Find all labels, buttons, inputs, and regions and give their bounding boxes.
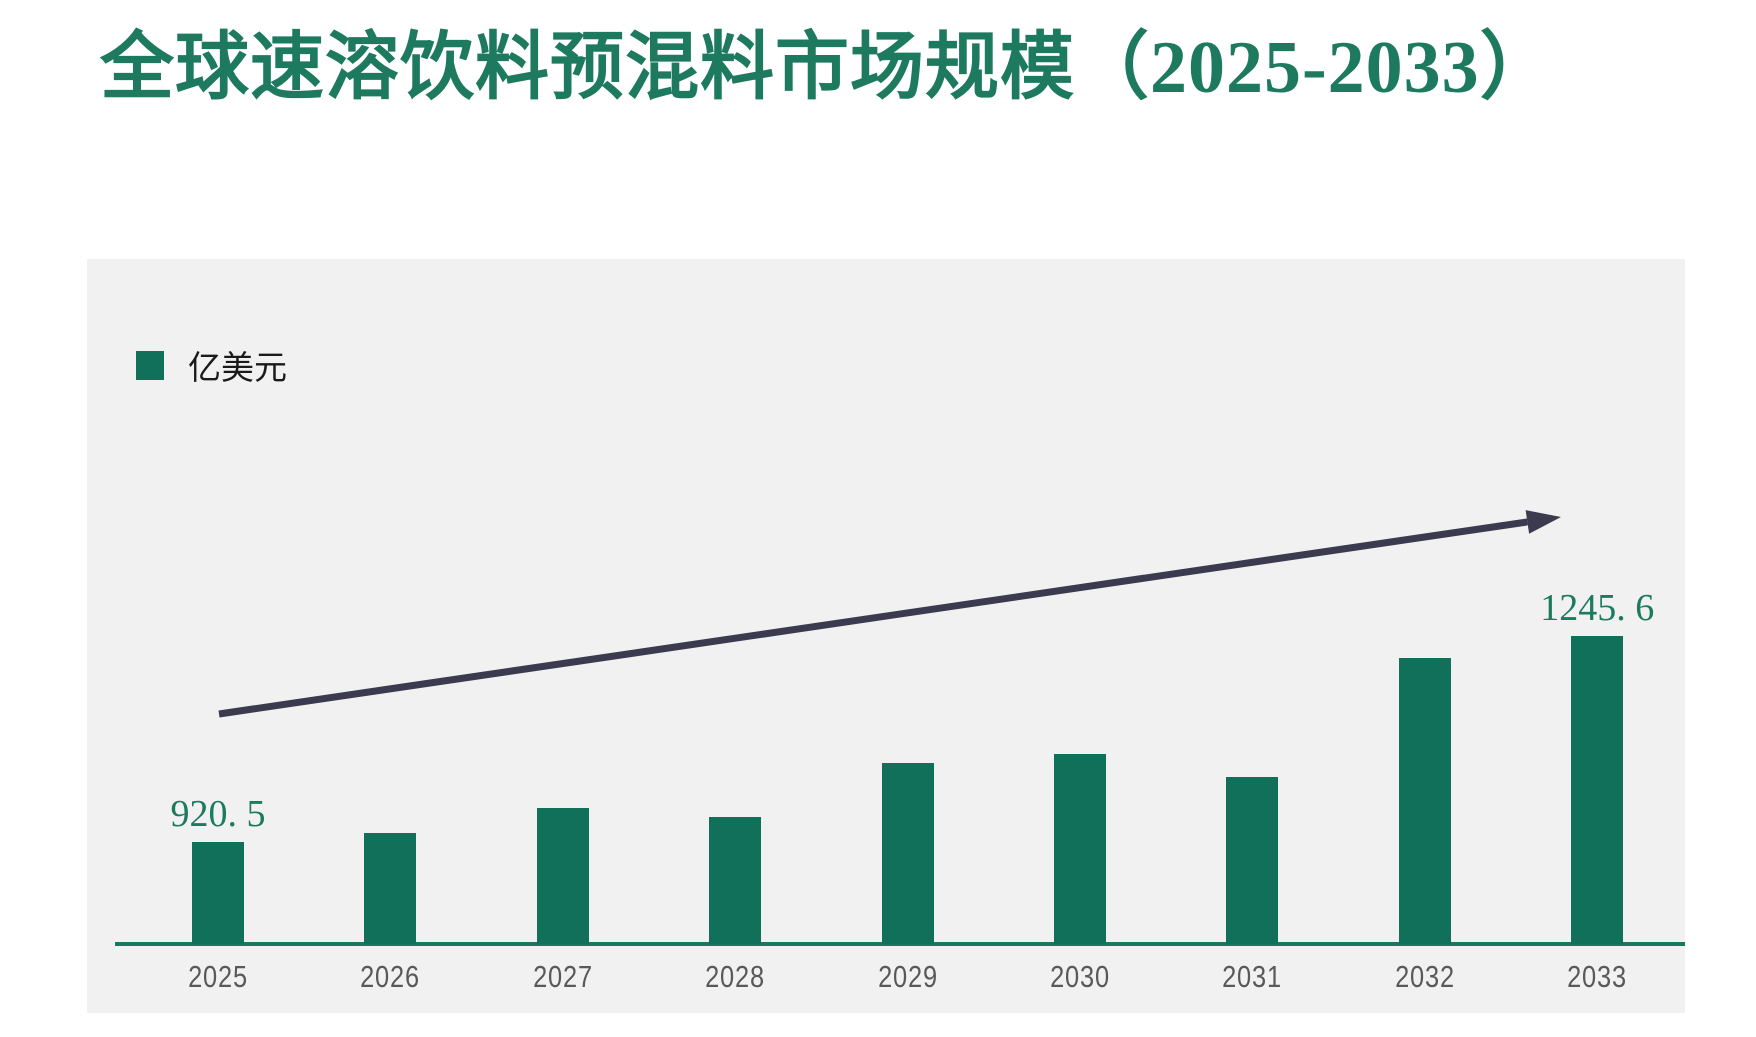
legend: 亿美元 bbox=[136, 341, 287, 389]
x-tick-2028: 2028 bbox=[705, 959, 766, 994]
bar-2030 bbox=[1054, 754, 1106, 944]
bar-2032 bbox=[1398, 658, 1451, 944]
chart-panel: 亿美元 2025 920. 5 2026 2027 2028 2029 2030 2031 20… bbox=[87, 259, 1685, 1013]
legend-label: 亿美元 bbox=[188, 351, 287, 387]
x-axis-line bbox=[115, 942, 1685, 946]
x-tick-2029: 2029 bbox=[877, 959, 938, 994]
x-tick-2031: 2031 bbox=[1222, 959, 1283, 994]
bar-2026 bbox=[364, 833, 417, 944]
x-tick-2030: 2030 bbox=[1050, 959, 1110, 994]
x-tick-2033: 2033 bbox=[1567, 959, 1628, 994]
bar-2025 bbox=[192, 842, 244, 944]
x-tick-2025: 2025 bbox=[188, 959, 248, 994]
bar-2033 bbox=[1571, 636, 1624, 944]
chart-title: 全球速溶饮料预混料市场规模（2025-2033） bbox=[100, 27, 1555, 109]
x-tick-2027: 2027 bbox=[532, 959, 593, 994]
value-label-2033: 1245. 6 bbox=[1540, 587, 1655, 629]
bar-2029 bbox=[881, 763, 934, 944]
legend-swatch-icon bbox=[136, 350, 164, 380]
bar-2031 bbox=[1226, 777, 1279, 944]
bar-2028 bbox=[709, 817, 762, 944]
value-label-2025: 920. 5 bbox=[170, 793, 266, 835]
x-tick-2026: 2026 bbox=[360, 959, 421, 994]
bar-2027 bbox=[536, 808, 589, 944]
x-tick-2032: 2032 bbox=[1394, 959, 1455, 994]
plot-area: 2025 920. 5 2026 2027 2028 2029 2030 2031 2032 20… bbox=[87, 259, 1685, 1013]
trend-arrow-head-icon bbox=[1525, 510, 1561, 534]
trend-arrow-line bbox=[218, 518, 1528, 718]
